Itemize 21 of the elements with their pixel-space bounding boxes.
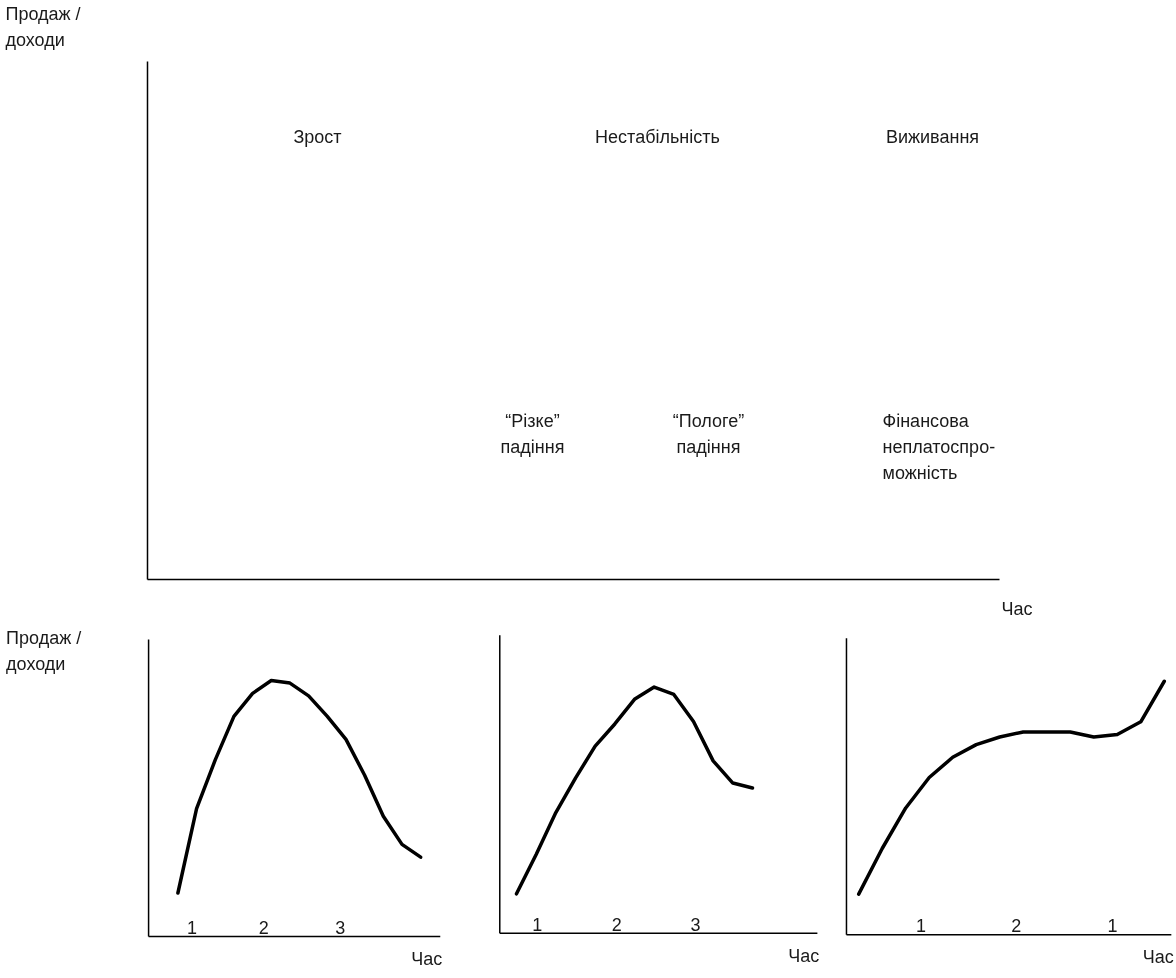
annotation: 1 — [915, 916, 926, 937]
annotation: 2 — [258, 917, 269, 938]
text: “Різке” падіння — [500, 410, 565, 457]
annotation: 2 — [1011, 916, 1022, 937]
annotation: 1 — [186, 917, 197, 938]
annotation: 3 — [335, 917, 346, 938]
x-axis-title: Час — [788, 945, 820, 966]
x-axis-title: Час — [411, 949, 443, 970]
text: Продаж / доходи — [5, 3, 81, 50]
annotation: 1 — [532, 914, 543, 935]
x-axis-title: Час — [1142, 947, 1174, 968]
annotation: 3 — [690, 914, 701, 935]
y-axis-title: Продаж / доходи — [6, 628, 82, 675]
text: “Пологе” падіння — [672, 410, 745, 457]
text: Виживання — [885, 126, 980, 147]
annotation: 2 — [611, 914, 622, 935]
text: Нестабільність — [595, 126, 720, 147]
text: Час — [1001, 598, 1033, 619]
text: Зрост — [293, 126, 342, 147]
annotation: 1 — [1107, 916, 1118, 937]
text: Фінансова неплатоспро- можність — [882, 410, 996, 483]
